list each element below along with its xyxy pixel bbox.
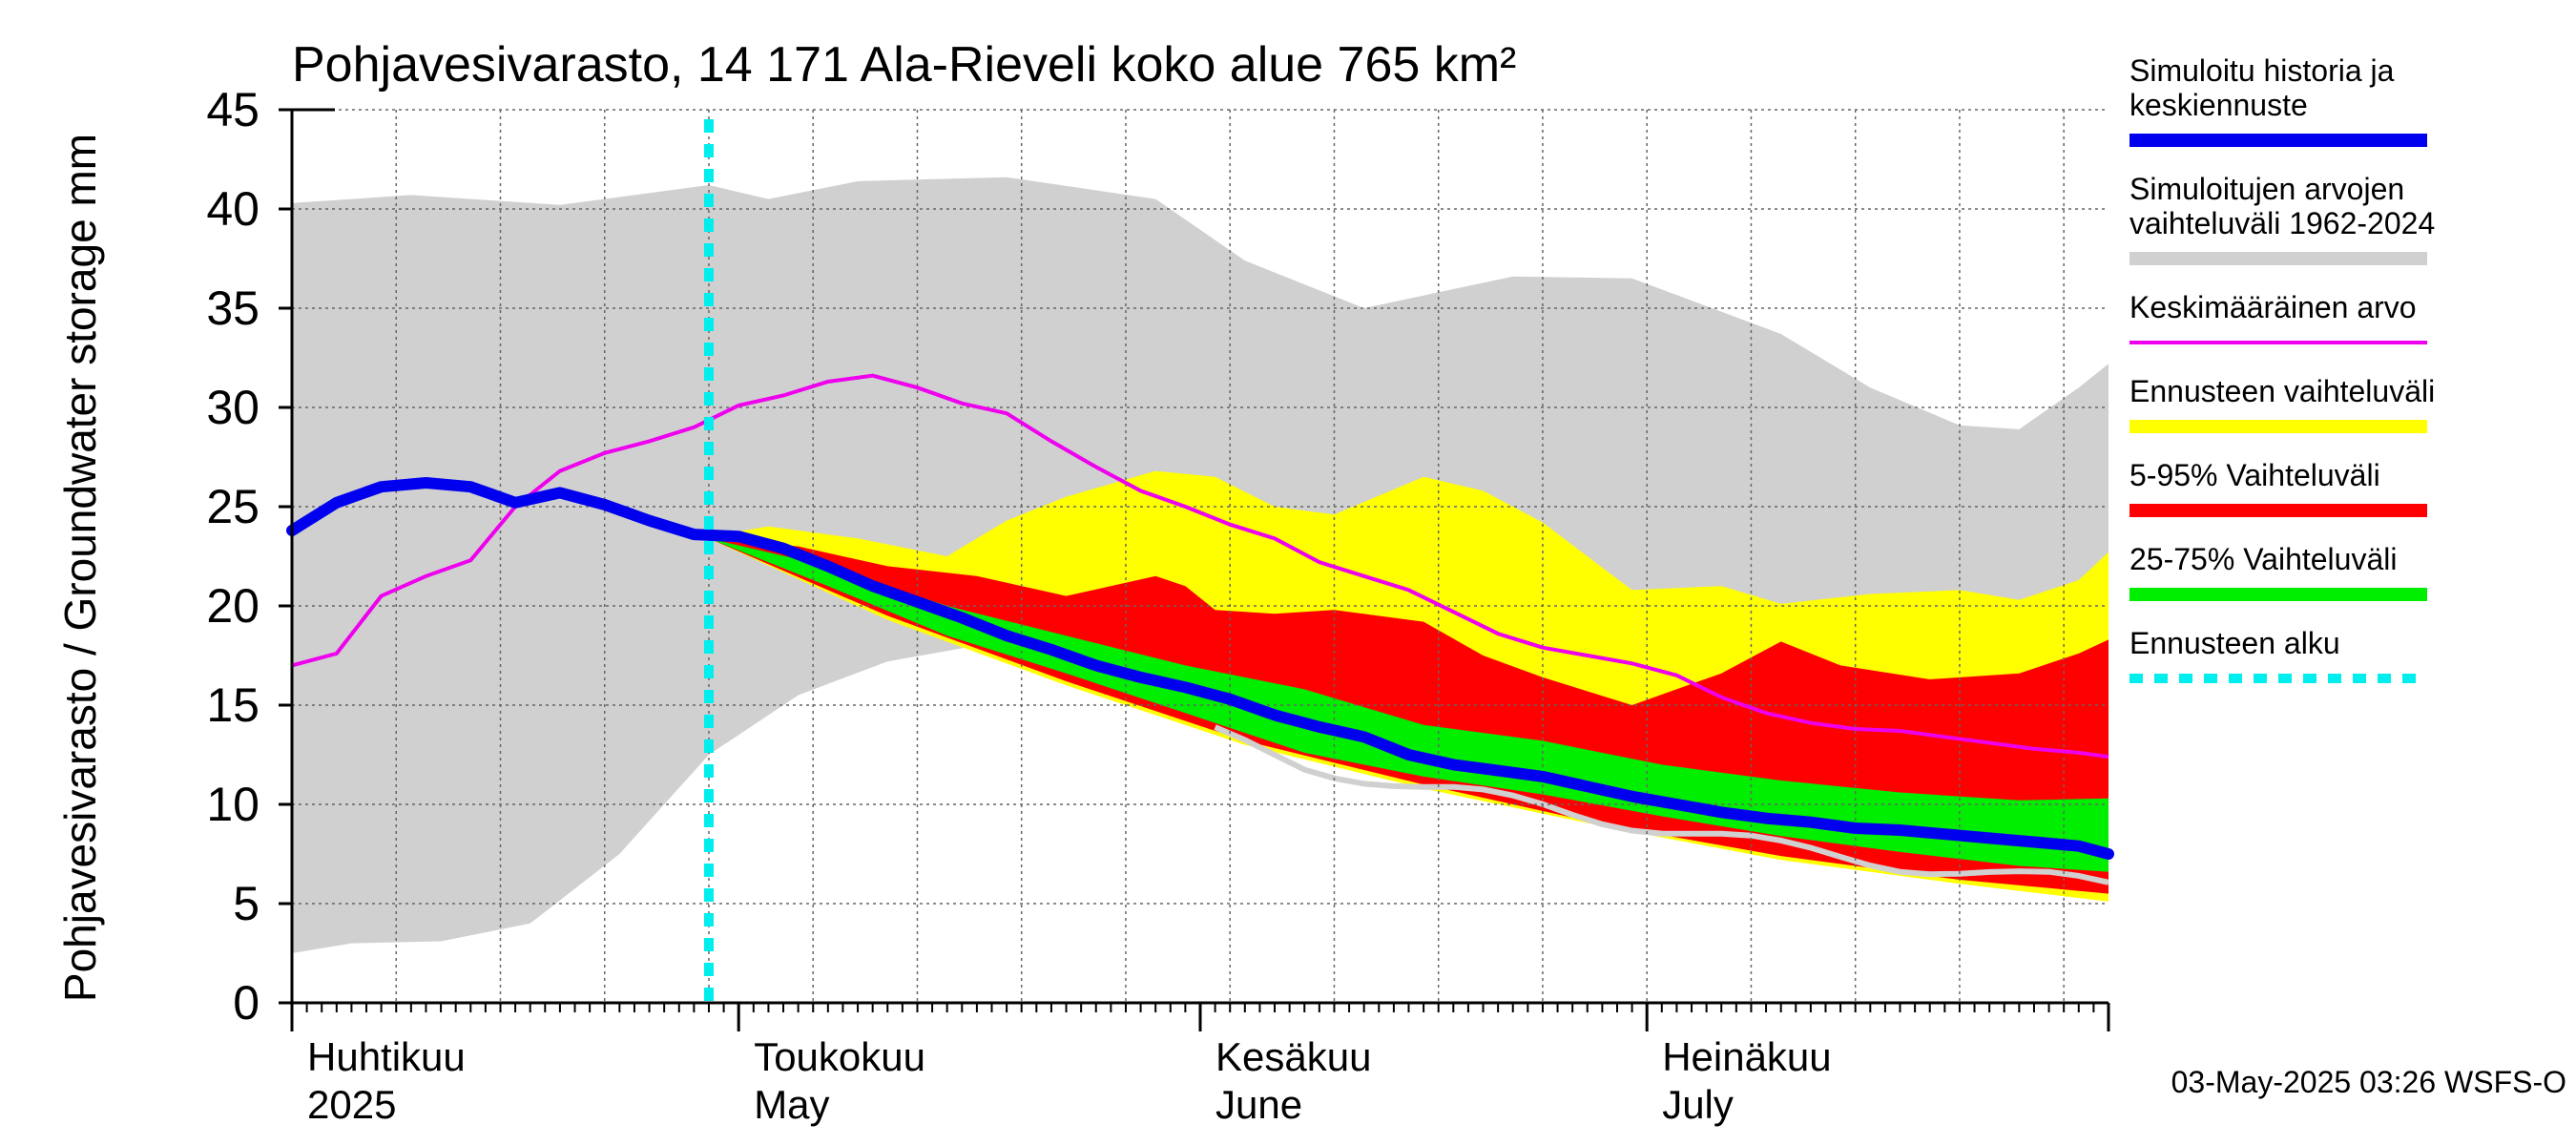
month-label-1: Toukokuu	[754, 1034, 925, 1079]
legend-label-fc_start-0: Ennusteen alku	[2129, 626, 2340, 660]
month-sublabel-2: June	[1215, 1082, 1302, 1127]
legend-label-history-1: keskiennuste	[2129, 88, 2308, 122]
y-tick-label-0: 0	[233, 976, 260, 1030]
legend-label-p5_95-0: 5-95% Vaihteluväli	[2129, 458, 2380, 492]
band-25-75	[709, 538, 2109, 872]
y-tick-label-35: 35	[206, 281, 260, 335]
legend-label-mean-0: Keskimääräinen arvo	[2129, 290, 2417, 324]
legend-label-range-1: vaihteluväli 1962-2024	[2129, 206, 2435, 240]
month-sublabel-3: July	[1662, 1082, 1734, 1127]
legend-label-fc_range-0: Ennusteen vaihteluväli	[2129, 374, 2435, 408]
month-label-0: Huhtikuu	[307, 1034, 466, 1079]
y-tick-label-40: 40	[206, 182, 260, 236]
y-tick-label-45: 45	[206, 83, 260, 136]
chart-title: Pohjavesivarasto, 14 171 Ala-Rieveli kok…	[292, 37, 1516, 93]
month-sublabel-0: 2025	[307, 1082, 396, 1127]
legend-label-history-0: Simuloitu historia ja	[2129, 53, 2395, 88]
y-tick-label-5: 5	[233, 877, 260, 930]
legend-label-p25_75-0: 25-75% Vaihteluväli	[2129, 542, 2397, 576]
timestamp: 03-May-2025 03:26 WSFS-O	[2171, 1065, 2566, 1099]
y-tick-label-20: 20	[206, 579, 260, 633]
mean-line	[291, 373, 2109, 760]
y-axis-label: Pohjavesivarasto / Groundwater storage m…	[55, 134, 105, 1002]
y-tick-label-25: 25	[206, 480, 260, 533]
month-label-2: Kesäkuu	[1215, 1034, 1371, 1079]
y-tick-label-15: 15	[206, 678, 260, 732]
month-sublabel-1: May	[754, 1082, 829, 1127]
plot-layer	[292, 177, 2109, 953]
month-label-3: Heinäkuu	[1662, 1034, 1831, 1079]
history-forecast-line	[286, 477, 2114, 860]
y-tick-label-10: 10	[206, 778, 260, 831]
y-tick-label-30: 30	[206, 381, 260, 434]
axis-layer: 051015202530354045Huhtikuu2025ToukokuuMa…	[206, 83, 2110, 1127]
line-layer	[286, 119, 2114, 1003]
legend-label-range-0: Simuloitujen arvojen	[2129, 172, 2404, 206]
